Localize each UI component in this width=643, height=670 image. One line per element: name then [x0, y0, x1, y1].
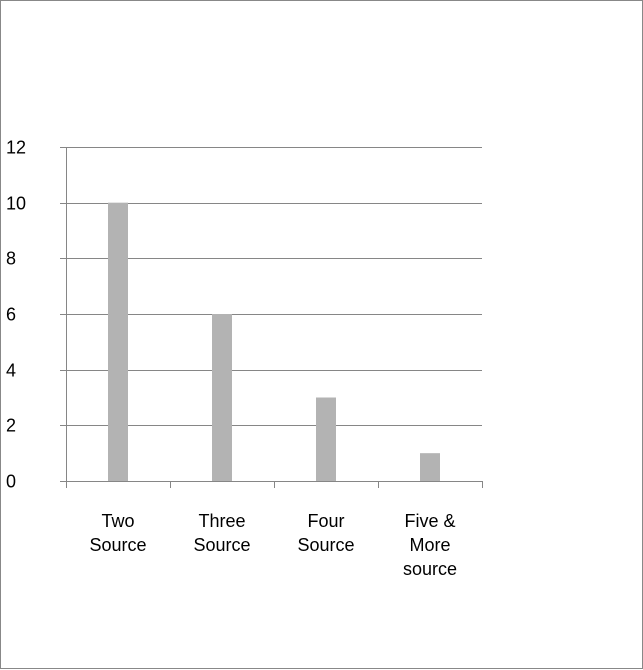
x-category-label: Two Source: [89, 511, 146, 555]
bar: [420, 453, 440, 481]
x-category-label-line: Source: [89, 535, 146, 555]
y-tick-label: 8: [6, 249, 16, 269]
x-category-label-line: Three: [198, 511, 245, 531]
x-category-label: Four Source: [297, 511, 354, 555]
x-axis-category-labels: Two Source Three Source Four Source Five & More…: [89, 511, 457, 579]
bar: [316, 397, 336, 481]
x-category-label-line: More: [409, 535, 450, 555]
x-category-label-line: Source: [297, 535, 354, 555]
bar: [108, 202, 128, 481]
x-category-label: Five & More source: [403, 511, 457, 579]
y-tick-label: 10: [6, 194, 26, 214]
x-category-label-line: Four: [307, 511, 344, 531]
y-tick-label: 2: [6, 416, 16, 436]
y-axis-ticks: [60, 147, 66, 482]
x-category-label-line: Two: [101, 511, 134, 531]
bars: [108, 202, 440, 481]
y-tick-label: 0: [6, 472, 16, 492]
y-tick-label: 12: [6, 138, 26, 158]
x-axis: [66, 147, 483, 488]
x-category-label-line: source: [403, 559, 457, 579]
x-category-label: Three Source: [193, 511, 250, 555]
y-tick-label: 6: [6, 305, 16, 325]
y-tick-label: 4: [6, 361, 16, 381]
x-category-label-line: Source: [193, 535, 250, 555]
gridlines: [66, 147, 482, 426]
x-category-label-line: Five &: [404, 511, 455, 531]
y-axis-tick-labels: 0 2 4 6 8 10 12: [6, 138, 26, 492]
bar: [212, 314, 232, 481]
